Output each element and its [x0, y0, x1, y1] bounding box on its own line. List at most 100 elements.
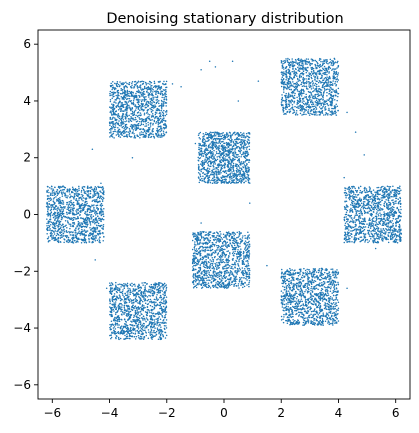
scatter-point — [66, 227, 68, 229]
scatter-point — [296, 63, 299, 65]
scatter-point — [398, 223, 401, 226]
scatter-point — [54, 208, 57, 210]
scatter-point — [231, 171, 233, 173]
scatter-point — [213, 157, 216, 160]
scatter-point — [227, 134, 230, 137]
scatter-point — [65, 236, 68, 239]
scatter-point — [57, 215, 60, 218]
scatter-point — [102, 224, 105, 226]
scatter-point — [308, 114, 311, 116]
scatter-point — [137, 108, 140, 110]
scatter-point — [300, 105, 303, 107]
scatter-point — [155, 109, 158, 111]
scatter-point — [323, 78, 326, 80]
scatter-point — [97, 185, 99, 188]
scatter-point — [124, 110, 126, 112]
scatter-point — [60, 234, 63, 236]
scatter-point — [224, 133, 226, 136]
scatter-point — [199, 144, 202, 147]
scatter-point — [235, 169, 238, 172]
scatter-point — [72, 237, 74, 239]
scatter-point — [153, 80, 156, 83]
scatter-point — [102, 197, 105, 199]
scatter-point — [381, 231, 384, 233]
scatter-point — [111, 91, 113, 94]
scatter-point — [131, 80, 134, 83]
scatter-point — [139, 84, 142, 86]
scatter-point — [244, 152, 247, 155]
scatter-point — [348, 195, 351, 197]
scatter-point — [141, 95, 143, 97]
scatter-point — [307, 96, 310, 98]
scatter-point — [146, 89, 149, 91]
scatter-point — [212, 161, 214, 163]
scatter-point — [102, 187, 105, 189]
scatter-point — [303, 111, 305, 113]
scatter-point — [118, 128, 121, 131]
scatter-point — [307, 66, 309, 69]
scatter-point — [161, 100, 163, 103]
scatter-point — [337, 79, 340, 81]
scatter-point — [50, 221, 53, 223]
scatter-point — [89, 224, 92, 226]
scatter-point — [125, 94, 127, 97]
scatter-point — [220, 177, 223, 180]
scatter-point — [353, 193, 355, 195]
scatter-point — [351, 187, 354, 189]
scatter-point — [237, 164, 240, 167]
scatter-point — [332, 107, 334, 110]
scatter-point — [311, 96, 314, 98]
scatter-point — [137, 100, 140, 103]
scatter-point — [309, 112, 311, 114]
scatter-point — [165, 131, 168, 133]
scatter-point — [335, 103, 337, 105]
scatter-point — [99, 236, 101, 239]
scatter-point — [289, 100, 292, 102]
scatter-point — [79, 214, 81, 216]
scatter-point — [89, 218, 91, 220]
scatter-point — [68, 191, 70, 193]
scatter-point — [290, 88, 292, 91]
scatter-point — [203, 178, 206, 180]
scatter-point — [94, 194, 96, 196]
scatter-point — [199, 175, 202, 178]
scatter-point — [391, 205, 394, 208]
scatter-point — [86, 190, 88, 192]
scatter-point — [60, 214, 62, 217]
scatter-point — [309, 84, 312, 87]
scatter-point — [81, 228, 83, 231]
scatter-point — [337, 65, 340, 67]
scatter-point — [210, 136, 213, 138]
scatter-point — [67, 206, 69, 209]
scatter-point — [86, 221, 89, 223]
scatter-point — [315, 87, 318, 90]
scatter-point — [293, 111, 295, 114]
scatter-point — [101, 217, 103, 220]
scatter-point — [346, 194, 349, 196]
scatter-point — [302, 80, 304, 83]
scatter-point — [156, 127, 158, 130]
scatter-point — [115, 102, 117, 104]
scatter-point — [160, 106, 163, 108]
scatter-point — [117, 83, 120, 86]
scatter-point — [162, 101, 165, 103]
scatter-point — [234, 150, 236, 152]
scatter-point — [137, 89, 140, 91]
scatter-point — [350, 217, 353, 219]
scatter-point — [298, 107, 300, 109]
scatter-point — [161, 102, 163, 105]
scatter-point — [199, 138, 202, 140]
scatter-point — [335, 95, 337, 97]
scatter-point — [305, 78, 307, 80]
scatter-point — [213, 176, 215, 178]
scatter-point — [93, 208, 95, 210]
scatter-point — [299, 74, 301, 76]
scatter-point — [305, 109, 308, 111]
scatter-point — [293, 82, 296, 85]
scatter-point — [130, 113, 132, 115]
scatter-point — [162, 105, 164, 107]
scatter-point — [132, 119, 135, 121]
scatter-point — [136, 84, 138, 87]
scatter-point — [224, 157, 226, 159]
scatter-point — [298, 76, 301, 79]
